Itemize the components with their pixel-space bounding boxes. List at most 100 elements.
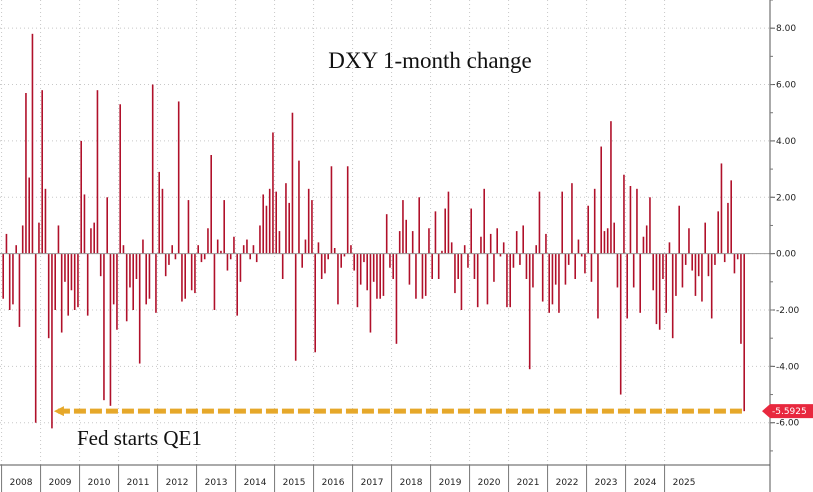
bar bbox=[454, 253, 456, 294]
bar bbox=[28, 177, 30, 254]
bar bbox=[415, 253, 417, 299]
bar bbox=[704, 222, 706, 254]
bar bbox=[275, 191, 277, 254]
bar bbox=[164, 253, 167, 277]
bar bbox=[606, 228, 609, 254]
bar bbox=[197, 245, 199, 254]
bar bbox=[210, 155, 212, 254]
bar bbox=[678, 205, 680, 254]
bar bbox=[262, 194, 264, 254]
bar bbox=[444, 208, 446, 254]
bar bbox=[577, 239, 580, 254]
bar bbox=[701, 253, 703, 302]
bar bbox=[717, 211, 719, 254]
bar bbox=[255, 253, 258, 263]
x-tick-label: 2019 bbox=[439, 478, 462, 488]
bar bbox=[330, 166, 333, 254]
bar bbox=[99, 253, 102, 277]
bar bbox=[249, 253, 251, 260]
bar bbox=[116, 253, 118, 330]
grid-lines bbox=[0, 0, 770, 465]
x-tick-label: 2024 bbox=[634, 478, 657, 488]
bar bbox=[106, 197, 108, 254]
last-value-badge bbox=[762, 404, 813, 419]
bar bbox=[346, 166, 349, 254]
bar bbox=[233, 236, 235, 254]
bar bbox=[64, 253, 66, 282]
bar bbox=[476, 253, 479, 308]
bar bbox=[207, 228, 209, 254]
bar bbox=[15, 245, 17, 254]
bar bbox=[216, 239, 219, 254]
bar bbox=[242, 245, 245, 254]
bar bbox=[291, 112, 294, 254]
bar bbox=[67, 253, 69, 316]
x-tick-label: 2008 bbox=[10, 478, 33, 488]
y-tick-label: 8.00 bbox=[776, 24, 796, 34]
bar bbox=[395, 253, 398, 344]
bar bbox=[694, 253, 697, 296]
bar bbox=[155, 253, 157, 313]
bar bbox=[571, 183, 573, 254]
y-tick-label: -4.00 bbox=[776, 362, 800, 372]
bar bbox=[356, 253, 359, 308]
bar bbox=[629, 186, 632, 254]
bar bbox=[96, 90, 99, 254]
bar bbox=[47, 253, 50, 339]
y-tick-label: 2.00 bbox=[776, 193, 796, 203]
bar bbox=[252, 245, 255, 254]
bar bbox=[236, 253, 238, 316]
bar bbox=[119, 104, 121, 254]
bar bbox=[561, 191, 563, 254]
x-tick-label: 2013 bbox=[205, 478, 228, 488]
bar bbox=[723, 253, 726, 263]
bar bbox=[600, 146, 602, 254]
x-tick-label: 2023 bbox=[595, 478, 618, 488]
bar bbox=[597, 253, 599, 319]
bar bbox=[411, 231, 414, 254]
bar bbox=[688, 228, 690, 254]
bar bbox=[239, 253, 242, 282]
bar bbox=[398, 231, 401, 254]
bar bbox=[710, 253, 713, 319]
bar bbox=[194, 253, 196, 294]
bar bbox=[632, 253, 635, 288]
bar bbox=[223, 200, 225, 254]
y-tick-label: 0.00 bbox=[776, 250, 796, 260]
bar bbox=[671, 253, 674, 339]
bar bbox=[428, 228, 430, 254]
bar bbox=[8, 253, 11, 310]
bar bbox=[177, 101, 180, 254]
bar bbox=[727, 202, 729, 254]
bar bbox=[314, 253, 316, 353]
bar bbox=[2, 253, 4, 299]
bar bbox=[548, 253, 550, 313]
bar bbox=[506, 253, 508, 308]
bar bbox=[385, 214, 388, 254]
bar bbox=[603, 231, 606, 254]
bar bbox=[593, 188, 596, 254]
bar bbox=[181, 253, 183, 302]
y-tick-label: 6.00 bbox=[776, 81, 796, 91]
bar bbox=[538, 191, 541, 254]
x-tick-label: 2022 bbox=[556, 478, 579, 488]
bar bbox=[463, 245, 466, 254]
bar bbox=[551, 253, 554, 305]
bar bbox=[337, 253, 339, 305]
bar bbox=[470, 208, 472, 254]
bar bbox=[161, 188, 164, 254]
bar bbox=[86, 253, 89, 316]
bar-series bbox=[2, 33, 745, 429]
bar bbox=[740, 253, 742, 344]
bar bbox=[535, 245, 537, 254]
bar bbox=[145, 253, 147, 305]
bar bbox=[57, 225, 60, 254]
x-tick-label: 2012 bbox=[166, 478, 189, 488]
bar bbox=[12, 253, 14, 305]
bar bbox=[720, 163, 723, 254]
bar bbox=[421, 253, 424, 299]
bar bbox=[307, 188, 310, 254]
bar bbox=[736, 253, 739, 260]
bar bbox=[353, 253, 355, 271]
